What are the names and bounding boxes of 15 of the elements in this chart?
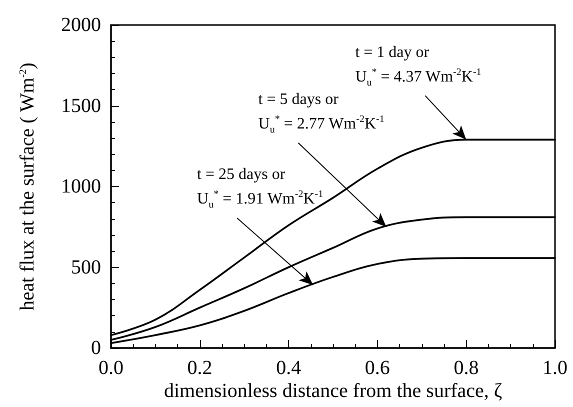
x-tick-label: 0.4 (276, 357, 302, 379)
x-tick-label: 0.8 (454, 357, 479, 379)
y-tick-label: 1500 (61, 94, 101, 117)
y-tick-label: 0 (91, 337, 101, 359)
x-axis-title: dimensionless distance from the surface, ζ (164, 380, 502, 403)
annotation: t = 5 days or U$_{u}$$^{*}$ = 2.77 Wm$^{-2}$K$^{-1}$ (258, 90, 384, 138)
x-tick-label: 0.0 (98, 357, 124, 379)
x-tick-label: 0.2 (187, 357, 212, 379)
x-tick-label: 1.0 (542, 357, 568, 379)
y-tick-label: 1000 (61, 176, 101, 198)
annotation: t = 1 day or U$_{u}$$^{*}$ = 4.37 Wm$^{-2}$K$^{-1}$ (355, 42, 482, 90)
annotation: t = 25 days or U$_{u}$$^{*}$ = 1.91 Wm$^{-2}$K$^{-1}$ (197, 165, 324, 213)
x-tick-label: 0.6 (364, 357, 390, 379)
y-tick-label: 2000 (61, 14, 101, 36)
y-tick-label: 500 (71, 256, 101, 278)
